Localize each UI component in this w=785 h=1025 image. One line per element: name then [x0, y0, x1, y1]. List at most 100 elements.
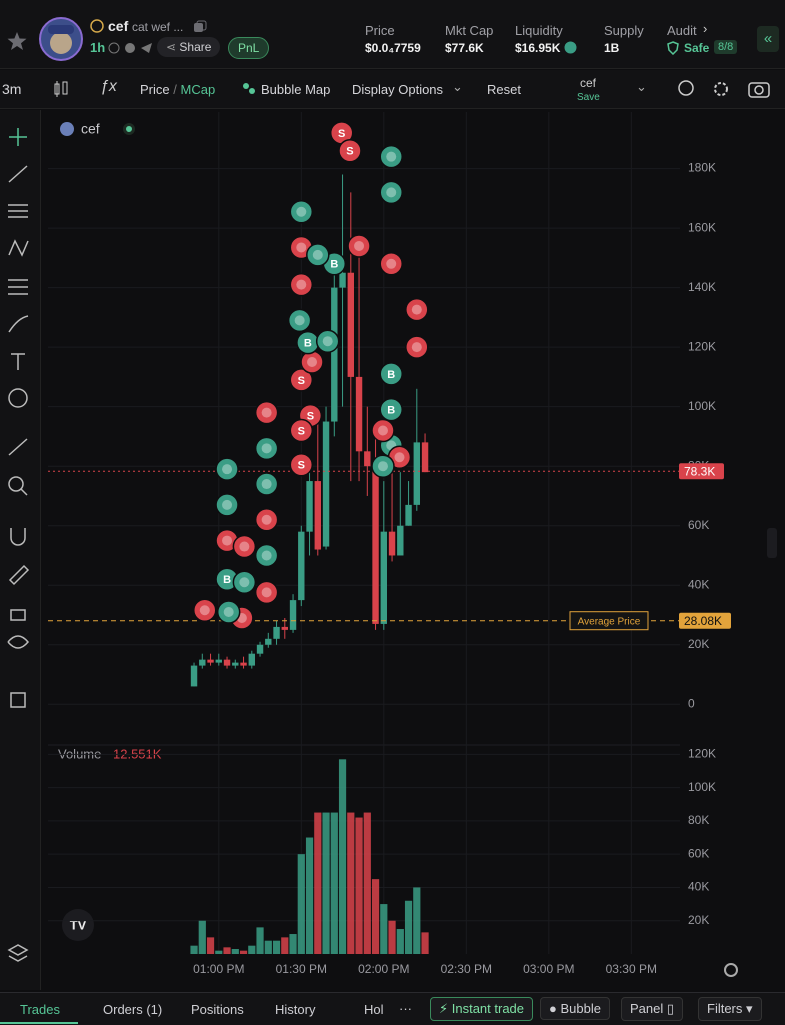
- candle-body: [190, 665, 198, 687]
- trade-marker-icon: [296, 206, 307, 217]
- tradingview-logo[interactable]: [62, 909, 94, 941]
- pnl-button[interactable]: PnL: [228, 37, 270, 59]
- indicators-icon[interactable]: ƒx: [100, 78, 117, 95]
- trade-marker-label: B: [387, 369, 395, 381]
- trade-marker-icon: [222, 464, 233, 475]
- trade-marker-icon: [411, 304, 422, 315]
- y-tick-label: 100K: [688, 399, 716, 413]
- trade-marker-icon: [261, 443, 272, 454]
- price-tag-label: 78.3K: [684, 464, 715, 478]
- mcap-option[interactable]: MCap: [180, 82, 216, 97]
- x-tick-label: 01:30 PM: [276, 962, 327, 976]
- candle-body: [405, 504, 412, 526]
- candle-type-icon[interactable]: [52, 80, 70, 98]
- social-icons: [108, 42, 152, 54]
- bubble-map-button[interactable]: Bubble Map: [261, 82, 331, 97]
- x-tick-label: 01:00 PM: [193, 962, 244, 976]
- volume-bar: [264, 940, 272, 954]
- candle-body: [364, 451, 371, 467]
- trade-marker: [289, 418, 314, 443]
- layout-save[interactable]: Save: [577, 92, 600, 103]
- trade-marker-label: B: [330, 259, 338, 271]
- header: cef cat wef ... 1h ⋖ Share PnL Price $0.…: [0, 0, 785, 69]
- price-option[interactable]: Price: [140, 82, 170, 97]
- tab[interactable]: Positions: [191, 1002, 244, 1017]
- y-tick-label: 60K: [688, 846, 709, 860]
- trade-marker: [254, 400, 279, 425]
- trade-marker: [405, 335, 429, 359]
- tab[interactable]: Hol: [364, 1002, 384, 1017]
- stat-value: $16.95K: [515, 41, 561, 55]
- trade-marker-label: S: [298, 460, 305, 472]
- volume-bar: [190, 945, 198, 954]
- display-options-button[interactable]: Display Options: [352, 82, 444, 97]
- x-tick-label: 03:30 PM: [606, 962, 657, 976]
- y-tick-label: 140K: [688, 280, 716, 294]
- volume-bar: [322, 812, 330, 954]
- interval[interactable]: 3m: [2, 81, 22, 97]
- volume-bar: [281, 937, 289, 954]
- reset-button[interactable]: Reset: [487, 82, 521, 97]
- trade-marker-label: B: [387, 405, 395, 417]
- trade-marker-icon: [377, 461, 388, 472]
- share-button[interactable]: ⋖ Share: [157, 37, 221, 57]
- candle-body: [421, 442, 429, 473]
- price-mcap-toggle[interactable]: Price / MCap: [140, 82, 215, 97]
- settings-icon[interactable]: [724, 963, 738, 977]
- collapse-button[interactable]: «: [757, 26, 779, 52]
- trade-marker-icon: [223, 607, 234, 618]
- audit-label[interactable]: Audit: [667, 23, 697, 38]
- trade-marker: [315, 329, 340, 353]
- y-tick-label: 120K: [688, 746, 716, 760]
- trade-marker-label: S: [298, 425, 305, 437]
- trade-marker: [289, 368, 314, 392]
- token-symbol: cef: [108, 18, 129, 34]
- bubble-button[interactable]: ● Bubble: [540, 997, 610, 1020]
- y-tick-label: 0: [688, 696, 695, 710]
- y-tick-label: 40K: [688, 880, 709, 894]
- trade-marker-icon: [261, 587, 272, 598]
- trade-marker: [254, 436, 279, 461]
- x-tick-label: 03:00 PM: [523, 962, 574, 976]
- volume-bar: [396, 929, 404, 954]
- toolbar-icons[interactable]: [676, 78, 776, 100]
- volume-bar: [371, 879, 380, 954]
- trade-marker-icon: [261, 514, 272, 525]
- candle-body: [413, 442, 421, 505]
- instant-trade-button[interactable]: ⚡ Instant trade: [430, 997, 534, 1021]
- favorite-star[interactable]: [6, 30, 28, 52]
- tool-icons[interactable]: [0, 110, 40, 990]
- copy-icon[interactable]: [193, 20, 207, 34]
- trade-marker: [379, 180, 403, 205]
- trade-marker-icon: [386, 187, 397, 198]
- volume-bar: [272, 940, 281, 954]
- filters-button[interactable]: Filters ▾: [698, 997, 762, 1021]
- side-handle[interactable]: [767, 528, 777, 558]
- candle-body: [232, 662, 239, 666]
- tab-active[interactable]: Trades: [20, 1002, 60, 1017]
- candle-body: [306, 481, 313, 532]
- volume-bar: [248, 945, 256, 954]
- y-tick-label: 120K: [688, 339, 716, 353]
- stat-label: Liquidity: [515, 23, 563, 38]
- more-tabs[interactable]: ···: [399, 1001, 412, 1016]
- trade-marker: [289, 199, 314, 224]
- stat-label: Mkt Cap: [445, 23, 494, 38]
- y-tick-label: 60K: [688, 518, 709, 532]
- trade-marker-icon: [222, 535, 233, 546]
- volume-bar: [297, 854, 305, 954]
- stat-label: Supply: [604, 23, 644, 38]
- price-tag-label: 28.08K: [684, 614, 722, 628]
- tab[interactable]: History: [275, 1002, 316, 1017]
- share-label: Share: [179, 40, 212, 54]
- panel-button[interactable]: Panel ▯: [621, 997, 684, 1021]
- panel-label: Panel: [630, 1001, 664, 1016]
- trade-marker-icon: [386, 258, 397, 269]
- candle-body: [215, 659, 222, 663]
- tab[interactable]: Orders (1): [103, 1002, 163, 1017]
- y-tick-label: 100K: [688, 780, 716, 794]
- layout-name[interactable]: cef: [580, 76, 597, 90]
- candle-body: [314, 481, 321, 550]
- drawing-tools: [0, 110, 41, 990]
- volume-bar: [198, 920, 206, 954]
